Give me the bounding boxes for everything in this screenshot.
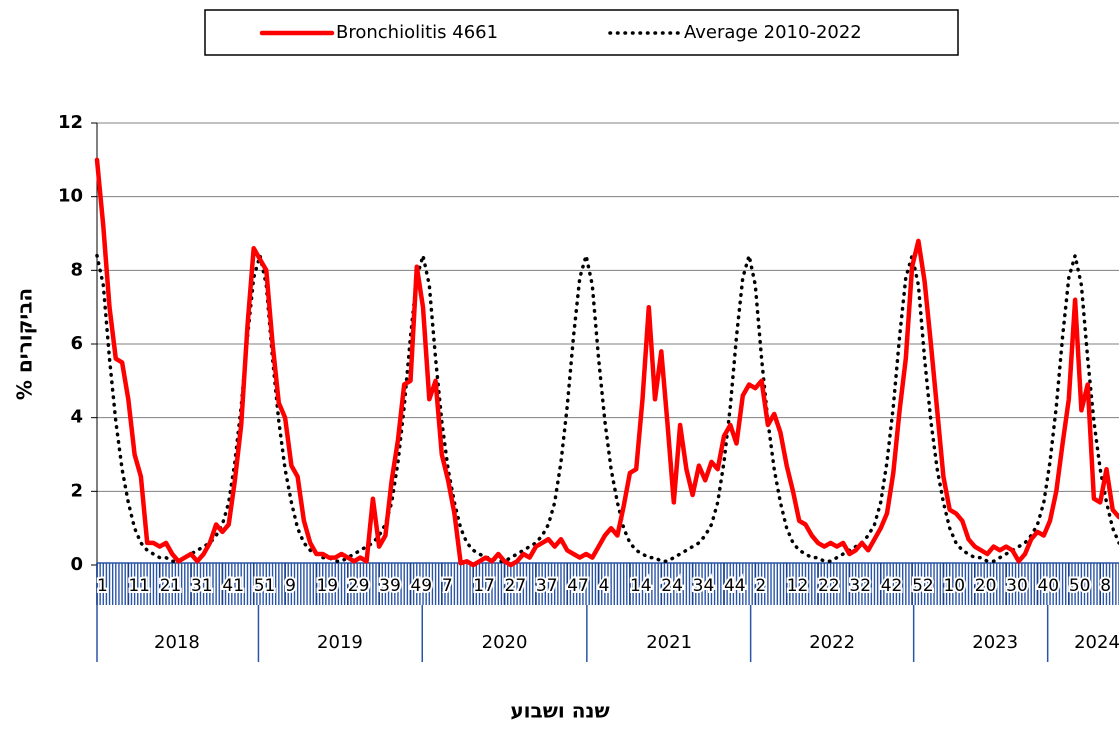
x-tick-label: 44	[724, 576, 746, 596]
x-tick-label: 22	[818, 576, 840, 596]
x-tick-label: 1	[97, 576, 108, 596]
x-tick-label: 10	[943, 576, 965, 596]
x-tick-label: 40	[1037, 576, 1059, 596]
year-label: 2024	[1074, 632, 1119, 653]
year-label: 2021	[646, 632, 692, 653]
x-tick-label: 32	[849, 576, 871, 596]
x-tick-label: 34	[693, 576, 715, 596]
x-tick-label: 7	[442, 576, 453, 596]
x-tick-label: 11	[128, 576, 150, 596]
year-label: 2020	[482, 632, 528, 653]
x-tick-label: 24	[661, 576, 683, 596]
year-label: 2018	[154, 632, 200, 653]
y-tick-label: 8	[70, 259, 83, 280]
x-tick-label: 37	[536, 576, 558, 596]
series-line	[95, 253, 1119, 564]
x-tick-label: 50	[1069, 576, 1091, 596]
x-tick-label: 49	[410, 576, 432, 596]
y-tick-label: 0	[70, 554, 83, 575]
x-tick-label: 27	[505, 576, 527, 596]
legend-label: Average 2010-2022	[684, 22, 862, 43]
x-tick-label: 21	[160, 576, 182, 596]
x-axis-title: שנה ושבוע	[510, 699, 609, 723]
x-tick-label: 52	[912, 576, 934, 596]
legend-label: Bronchiolitis 4661	[336, 22, 498, 43]
y-tick-label: 2	[70, 480, 83, 501]
x-tick-label: 17	[473, 576, 495, 596]
x-tick-label: 14	[630, 576, 652, 596]
x-tick-label: 47	[567, 576, 589, 596]
x-tick-label: 19	[316, 576, 338, 596]
year-label: 2019	[317, 632, 363, 653]
x-tick-label: 39	[379, 576, 401, 596]
x-tick-label: 9	[285, 576, 296, 596]
x-tick-label: 8	[1100, 576, 1111, 596]
y-tick-label: 10	[58, 186, 83, 207]
x-tick-label: 4	[599, 576, 610, 596]
year-label: 2022	[809, 632, 855, 653]
x-tick-label: 20	[975, 576, 997, 596]
y-tick-label: 6	[70, 333, 83, 354]
x-tick-label: 12	[787, 576, 809, 596]
x-tick-label: 51	[254, 576, 276, 596]
x-tick-label: 30	[1006, 576, 1028, 596]
x-tick-label: 2	[755, 576, 766, 596]
x-tick-label: 42	[881, 576, 903, 596]
y-tick-label: 4	[70, 407, 83, 428]
series-line	[94, 157, 1119, 568]
y-tick-label: 12	[58, 112, 83, 133]
y-axis-title: % הביקורים	[13, 288, 37, 400]
x-tick-label: 29	[348, 576, 370, 596]
x-tick-label: 41	[222, 576, 244, 596]
year-label: 2023	[972, 632, 1018, 653]
x-tick-label: 31	[191, 576, 213, 596]
